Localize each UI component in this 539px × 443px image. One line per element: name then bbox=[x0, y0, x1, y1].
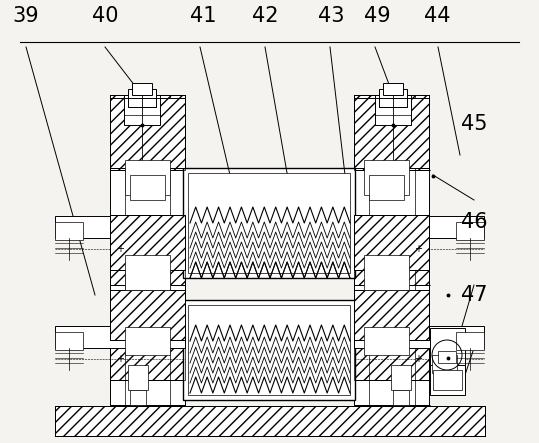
Bar bbox=[110, 98, 185, 168]
Bar bbox=[132, 83, 152, 95]
Bar bbox=[110, 98, 185, 168]
Bar bbox=[110, 95, 185, 170]
Text: 49: 49 bbox=[364, 5, 391, 26]
Bar bbox=[130, 175, 165, 200]
Bar bbox=[354, 215, 429, 270]
Text: +: + bbox=[116, 354, 124, 364]
Bar bbox=[354, 235, 429, 285]
Bar bbox=[383, 83, 403, 95]
Bar bbox=[110, 215, 185, 270]
Text: +: + bbox=[116, 244, 124, 254]
Text: 42: 42 bbox=[252, 5, 279, 26]
Bar bbox=[125, 160, 170, 195]
Text: 44: 44 bbox=[424, 5, 451, 26]
Bar bbox=[369, 175, 404, 200]
Bar bbox=[183, 300, 355, 400]
Bar bbox=[438, 351, 456, 363]
Text: 43: 43 bbox=[317, 5, 344, 26]
Bar bbox=[432, 355, 457, 373]
Text: +: + bbox=[414, 244, 422, 254]
Bar bbox=[55, 406, 485, 436]
Bar bbox=[110, 320, 185, 380]
Bar bbox=[124, 95, 160, 125]
Bar bbox=[55, 216, 185, 238]
Bar bbox=[391, 365, 411, 390]
Bar bbox=[456, 222, 484, 240]
Bar bbox=[354, 216, 484, 238]
Bar bbox=[354, 215, 429, 270]
Bar bbox=[125, 327, 170, 355]
Text: +: + bbox=[414, 354, 422, 364]
Bar bbox=[354, 95, 429, 170]
Text: 41: 41 bbox=[190, 5, 217, 26]
Text: 39: 39 bbox=[12, 5, 39, 26]
Bar bbox=[188, 305, 350, 395]
Bar bbox=[110, 215, 185, 270]
Bar bbox=[364, 160, 409, 195]
Bar bbox=[354, 320, 429, 380]
Bar bbox=[364, 327, 409, 355]
Bar bbox=[110, 320, 185, 380]
Bar bbox=[354, 320, 429, 380]
Bar bbox=[110, 235, 185, 285]
Bar bbox=[354, 235, 429, 285]
Bar bbox=[110, 235, 185, 285]
Bar bbox=[354, 95, 429, 170]
Text: 45: 45 bbox=[461, 114, 488, 134]
Bar bbox=[354, 98, 429, 168]
Bar bbox=[183, 168, 355, 278]
Bar bbox=[130, 390, 146, 405]
Bar bbox=[354, 326, 484, 348]
Bar bbox=[354, 98, 429, 168]
Bar bbox=[379, 89, 407, 107]
Bar bbox=[55, 332, 83, 350]
Bar bbox=[354, 290, 429, 340]
Bar bbox=[128, 365, 148, 390]
Text: 40: 40 bbox=[92, 5, 119, 26]
Bar bbox=[375, 95, 411, 125]
Bar bbox=[128, 89, 156, 107]
Bar bbox=[55, 406, 485, 436]
Bar bbox=[110, 95, 185, 170]
Bar bbox=[188, 173, 350, 273]
Bar bbox=[55, 222, 83, 240]
Bar bbox=[110, 95, 185, 405]
Bar bbox=[354, 290, 429, 340]
Text: 47: 47 bbox=[461, 284, 488, 305]
Bar bbox=[110, 290, 185, 340]
Bar bbox=[430, 365, 465, 395]
Bar bbox=[110, 290, 185, 340]
Bar bbox=[354, 95, 429, 405]
Bar bbox=[125, 255, 170, 290]
Bar bbox=[55, 326, 185, 348]
Text: 46: 46 bbox=[461, 211, 488, 232]
Bar bbox=[433, 370, 462, 390]
Bar bbox=[393, 390, 409, 405]
Bar bbox=[456, 332, 484, 350]
Bar bbox=[430, 328, 465, 368]
Bar bbox=[364, 255, 409, 290]
